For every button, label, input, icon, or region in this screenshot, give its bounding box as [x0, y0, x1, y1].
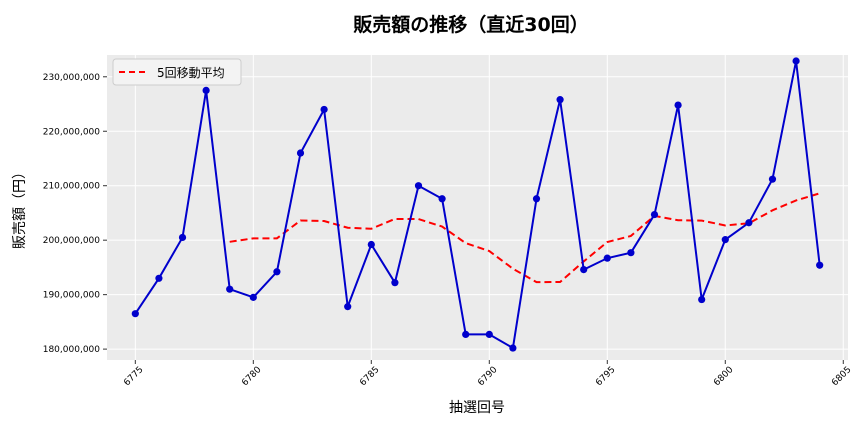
y-axis-ticks: 180,000,000 190,000,000 200,000,000 210,000… — [43, 73, 107, 355]
sales-point — [414, 182, 423, 190]
sales-point — [273, 268, 281, 276]
sales-point — [226, 285, 234, 293]
y-tick-label: 180,000,000 — [43, 345, 101, 355]
y-tick-label: 230,000,000 — [43, 73, 101, 83]
sales-point — [532, 195, 541, 203]
x-tick-label: 6790 — [476, 365, 499, 388]
sales-point — [650, 210, 659, 219]
sales-point — [367, 240, 375, 249]
x-tick-label: 6795 — [594, 365, 617, 388]
sales-point — [627, 249, 635, 257]
sales-point — [131, 310, 139, 318]
legend: 5回移動平均 — [112, 58, 242, 86]
y-tick-label: 210,000,000 — [43, 182, 101, 192]
sales-point — [296, 149, 305, 157]
sales-point — [391, 279, 399, 287]
sales-point — [485, 330, 493, 339]
sales-point — [178, 233, 187, 242]
x-tick-label: 6785 — [358, 365, 381, 388]
sales-point — [768, 175, 777, 183]
sales-point — [698, 295, 706, 304]
sales-point — [249, 293, 257, 301]
chart-title: 販売額の推移（直近30回） — [353, 13, 588, 36]
y-tick-label: 190,000,000 — [43, 291, 101, 301]
sales-point — [462, 330, 470, 339]
sales-point — [603, 254, 611, 262]
x-tick-label: 6780 — [240, 365, 263, 388]
plot-area — [107, 55, 848, 360]
sales-point — [721, 236, 729, 244]
x-axis-ticks: 6775 6780 6785 6790 6795 6800 6805 — [122, 360, 854, 388]
sales-point — [438, 195, 446, 203]
x-tick-label: 6805 — [830, 365, 853, 388]
sales-line — [134, 60, 821, 350]
sales-point — [792, 57, 800, 65]
sales-point — [155, 274, 163, 282]
sales-point — [509, 344, 517, 352]
sales-point — [674, 101, 682, 109]
y-axis-label: 販売額（円） — [12, 165, 28, 249]
sales-point — [580, 265, 588, 274]
sales-point — [202, 86, 210, 95]
y-tick-label: 200,000,000 — [43, 236, 101, 246]
sales-point — [344, 303, 352, 311]
x-tick-label: 6800 — [712, 365, 735, 388]
sales-point — [745, 219, 753, 227]
legend-box — [112, 58, 242, 86]
legend-moving-average-label: 5回移動平均 — [157, 66, 225, 80]
x-axis-label: 抽選回号 — [449, 400, 505, 416]
sales-point — [816, 261, 824, 269]
series-layer — [131, 57, 824, 352]
y-tick-label: 220,000,000 — [43, 127, 101, 137]
x-tick-label: 6775 — [122, 365, 145, 388]
sales-point — [320, 105, 328, 114]
sales-point — [556, 96, 564, 104]
